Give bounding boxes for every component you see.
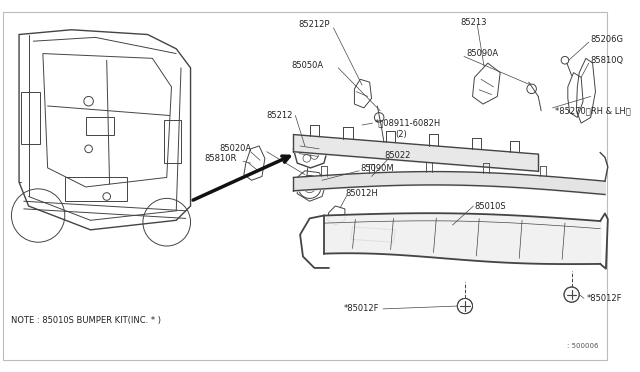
Text: 85206G: 85206G (591, 35, 624, 44)
Text: (2): (2) (396, 130, 407, 139)
Polygon shape (351, 227, 396, 242)
Bar (65, 177, 127, 201)
Text: *85270〈RH & LH〉: *85270〈RH & LH〉 (556, 106, 631, 115)
Text: 85020A: 85020A (219, 144, 252, 153)
Text: 85090A: 85090A (466, 49, 498, 58)
Bar (164, 120, 181, 163)
Circle shape (564, 287, 579, 302)
Text: 85213: 85213 (460, 17, 486, 27)
Text: 85212P: 85212P (298, 20, 330, 29)
Circle shape (458, 298, 472, 314)
Text: 85010S: 85010S (474, 202, 506, 211)
Text: 85012H: 85012H (346, 189, 379, 198)
Text: *ⓝ08911-6082H: *ⓝ08911-6082H (374, 119, 441, 128)
Text: 85212: 85212 (267, 111, 293, 120)
Text: *85012F: *85012F (587, 294, 622, 303)
Text: 85022: 85022 (384, 151, 410, 160)
Text: *85012F: *85012F (344, 304, 379, 313)
Bar (86, 118, 115, 135)
Text: 85050A: 85050A (292, 61, 324, 70)
Text: 85810R: 85810R (205, 154, 237, 163)
Text: 85810Q: 85810Q (591, 56, 624, 65)
Text: : 500006: : 500006 (567, 343, 598, 349)
Text: NOTE : 85010S BUMPER KIT(INC. * ): NOTE : 85010S BUMPER KIT(INC. * ) (12, 316, 161, 325)
Text: 85090M: 85090M (360, 164, 394, 173)
Bar (21, 92, 40, 144)
